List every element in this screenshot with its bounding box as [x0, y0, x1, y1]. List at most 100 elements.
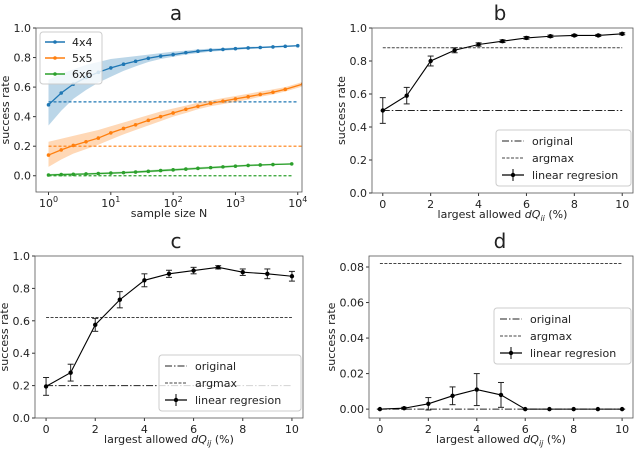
- data-point: [547, 406, 552, 412]
- x-label-suffix: (%): [211, 433, 234, 446]
- x-label-prefix: largest allowed: [436, 433, 523, 446]
- data-point: [84, 139, 88, 144]
- data-point: [133, 122, 138, 127]
- confidence-band-5x5: [48, 82, 302, 167]
- y-tick-label: 0.2: [13, 380, 31, 393]
- y-tick-label: 0.8: [13, 282, 31, 295]
- data-point: [258, 163, 263, 167]
- data-point: [221, 99, 225, 103]
- tick-base: 10: [39, 197, 53, 210]
- data-point: [271, 90, 275, 95]
- data-point: [121, 170, 126, 175]
- axes-frame: [368, 255, 634, 419]
- x-label-variable: dQ: [523, 433, 539, 446]
- legend-label: original: [530, 313, 571, 326]
- x-axis-label: largest allowed dQij (%): [436, 433, 566, 448]
- tick-exponent: 2: [178, 195, 183, 204]
- x-tick-label: 2: [92, 423, 99, 436]
- legend: 4x4 5x5 6x6: [39, 31, 103, 85]
- data-point: [133, 170, 138, 174]
- data-point: [171, 111, 175, 115]
- axes-frame: [371, 27, 634, 194]
- y-tick-label: 0.8: [14, 52, 32, 65]
- data-point: [620, 31, 625, 36]
- x-tick-label: 4: [473, 423, 480, 436]
- x-label-subscript: ij: [207, 439, 212, 448]
- legend-marker: [510, 172, 516, 178]
- x-label-subscript: ii: [540, 214, 545, 223]
- y-tick-label: 0.4: [13, 347, 31, 360]
- data-point: [498, 392, 504, 398]
- legend-frame: [158, 354, 302, 412]
- data-point: [109, 66, 113, 70]
- x-axis-label: largest allowed dQii (%): [438, 208, 568, 223]
- data-point: [133, 59, 138, 64]
- data-point: [571, 406, 576, 412]
- panel-title: c: [171, 229, 182, 253]
- plot-area: [376, 262, 626, 412]
- series-line-6x6: [48, 163, 292, 176]
- x-label-suffix: (%): [545, 208, 568, 221]
- legend-label: 4x4: [72, 36, 93, 49]
- y-tick-label: 0.6: [14, 81, 32, 94]
- x-label-variable: dQ: [525, 208, 541, 221]
- data-point: [476, 42, 481, 47]
- data-point: [184, 167, 188, 171]
- data-point: [59, 91, 64, 95]
- tick-exponent: 1: [115, 195, 120, 204]
- data-point: [71, 172, 76, 177]
- data-point: [246, 46, 250, 50]
- data-point: [246, 163, 250, 168]
- data-point: [158, 54, 163, 58]
- data-point: [572, 33, 577, 38]
- data-point: [184, 107, 188, 112]
- data-point: [596, 33, 601, 38]
- data-point: [283, 44, 288, 49]
- data-point: [59, 148, 64, 152]
- data-point: [96, 171, 101, 176]
- legend-label: linear regresion: [195, 394, 281, 407]
- y-axis-label: success rate: [0, 75, 12, 144]
- y-tick-label: 0.4: [14, 111, 32, 124]
- legend: original argmax linear regresion: [158, 354, 302, 412]
- x-label-prefix: largest allowed: [104, 433, 191, 446]
- panel-c: c 0.0 0.2 0.4 0.6 0.8 1.0 0 2 4 6 8 10 success rate la…: [0, 229, 304, 448]
- data-point: [221, 47, 225, 52]
- tick-base: 10: [288, 197, 302, 210]
- x-axis-label: sample size N: [131, 207, 208, 220]
- panel-d: d 0.00 0.02 0.04 0.06 0.08 0 2 4 6 8 10 success rate…: [325, 229, 634, 448]
- data-point: [46, 103, 51, 107]
- y-axis-label: success rate: [0, 302, 11, 371]
- data-point: [595, 406, 601, 412]
- legend-label: argmax: [530, 330, 573, 343]
- tick-exponent: 4: [302, 195, 307, 204]
- x-tick-label: 2: [425, 423, 432, 436]
- x-tick-label: 10: [615, 198, 629, 211]
- data-point: [43, 384, 49, 389]
- data-point: [271, 45, 275, 49]
- data-point: [283, 87, 288, 92]
- data-point: [548, 34, 553, 39]
- y-tick-label: 0.0: [14, 170, 32, 183]
- x-tick-label: 8: [239, 423, 246, 436]
- panel-title: d: [494, 229, 507, 253]
- x-tick-label: 0: [376, 423, 383, 436]
- y-tick-label: 0.2: [14, 140, 32, 153]
- data-point: [158, 168, 163, 173]
- x-tick-label: 8: [570, 423, 577, 436]
- tick-base: 10: [164, 197, 178, 210]
- data-point: [233, 97, 238, 101]
- x-tick-label: 103: [226, 195, 245, 210]
- data-point: [271, 162, 275, 167]
- data-point: [84, 172, 88, 176]
- data-point: [166, 271, 172, 277]
- x-tick-label: 102: [164, 195, 183, 210]
- x-label-prefix: largest allowed: [438, 208, 525, 221]
- data-point: [171, 52, 175, 57]
- tick-exponent: 3: [240, 195, 245, 204]
- x-tick-label: 101: [101, 195, 120, 210]
- x-label-suffix: (%): [543, 433, 566, 446]
- data-point: [524, 35, 529, 41]
- data-point: [146, 56, 151, 61]
